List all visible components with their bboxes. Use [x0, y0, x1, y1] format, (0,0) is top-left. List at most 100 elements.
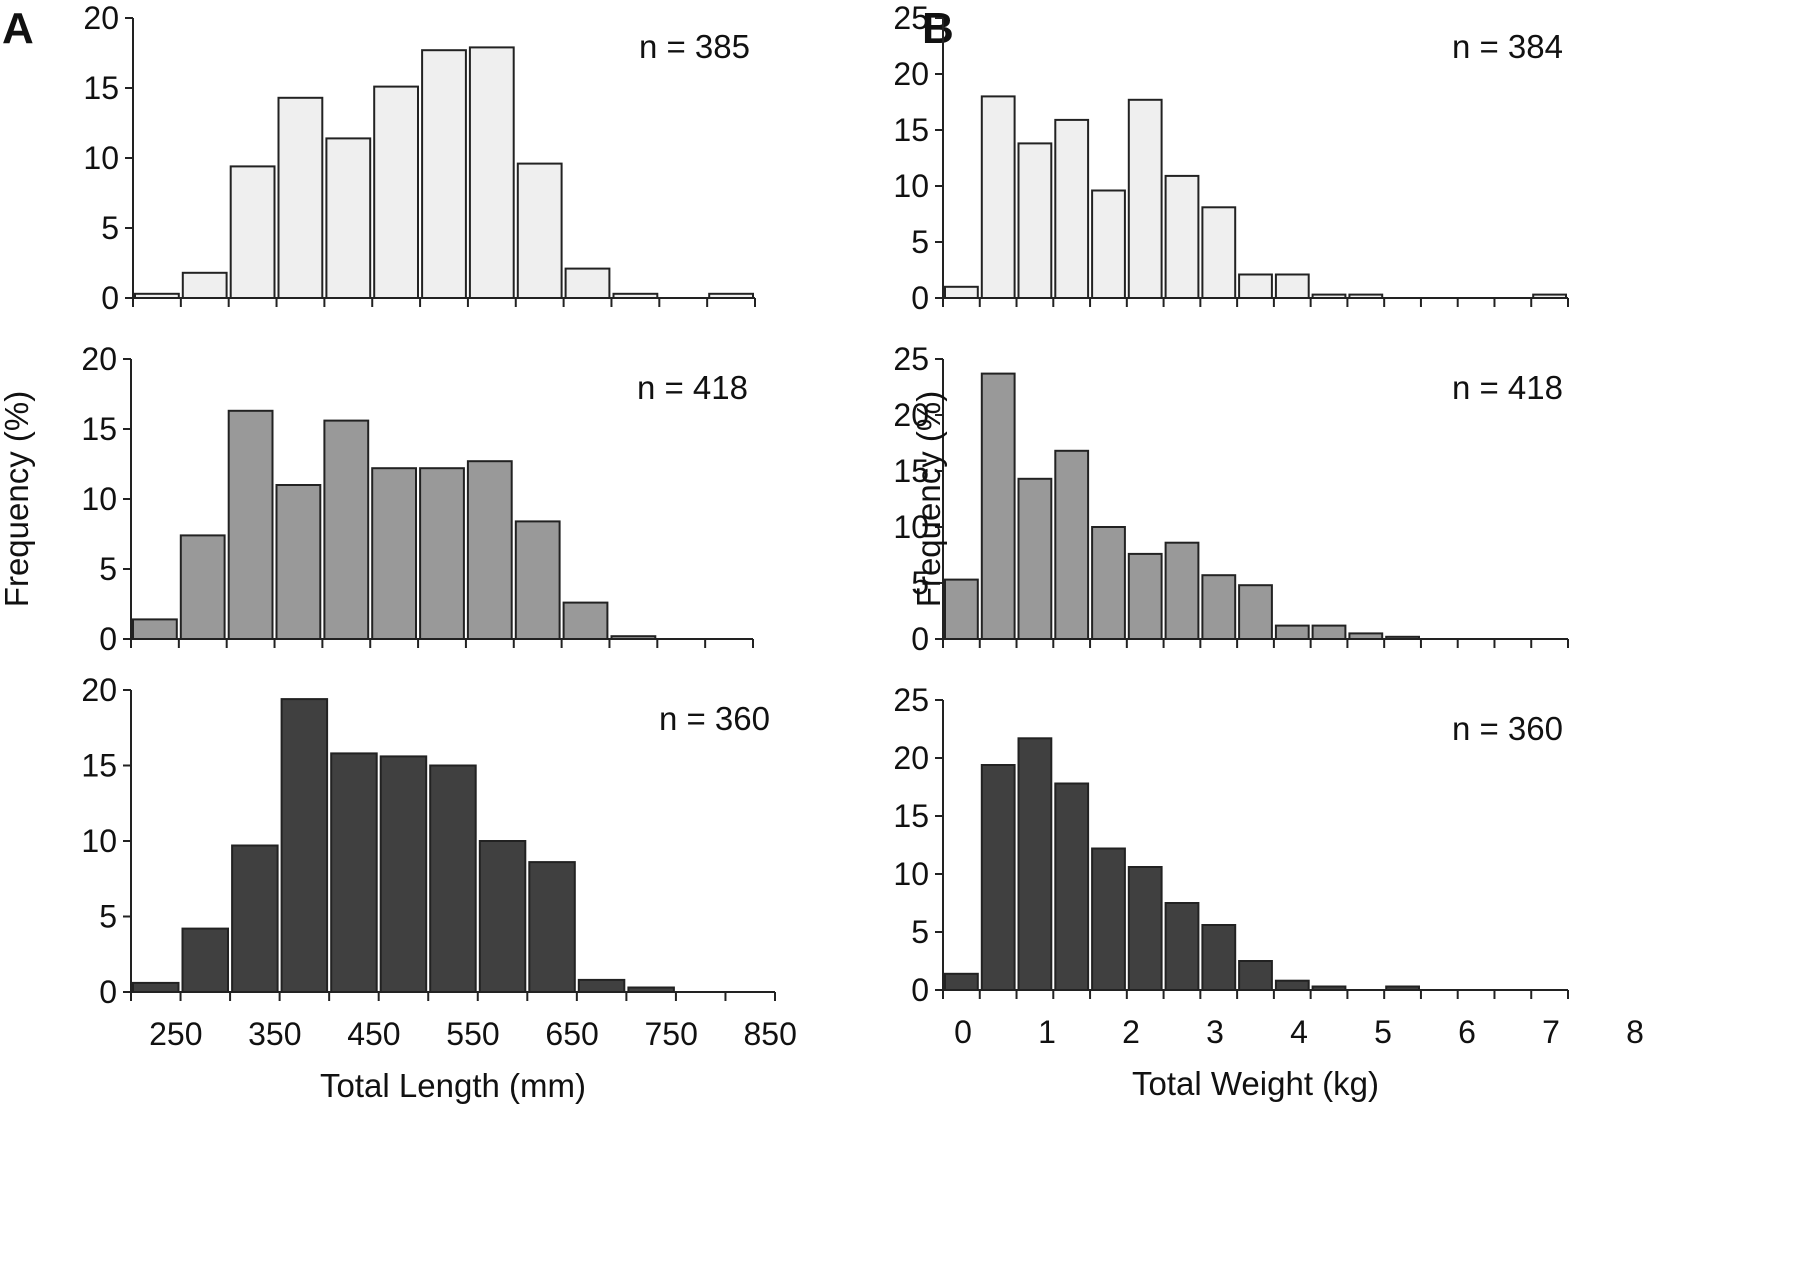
chart-4-y-tick-label-0: 0: [911, 621, 929, 657]
chart-2-x-tick-label-1: 350: [248, 1016, 301, 1052]
chart-4-y-tick-label-4: 20: [893, 397, 929, 433]
chart-4-n-label: n = 418: [1452, 369, 1563, 406]
chart-0-bar-8: [516, 162, 563, 299]
chart-1-y-tick-label-0: 0: [99, 621, 117, 657]
chart-4-y-tick-label-2: 10: [893, 509, 929, 545]
chart-2-bar-3: [280, 698, 329, 993]
chart-0-bar-7: [468, 46, 515, 300]
chart-5-x-tick-label-1: 1: [1038, 1014, 1056, 1050]
chart-1-bar-8: [514, 520, 561, 641]
chart-4-y-tick-label-5: 25: [893, 341, 929, 377]
chart-2-y-tick-label-3: 15: [81, 748, 117, 784]
chart-3-bar-2: [1017, 142, 1053, 299]
chart-4-bar-8: [1238, 584, 1273, 641]
chart-0-y-tick-label-3: 15: [83, 70, 119, 106]
chart-1-bar-6: [419, 467, 465, 641]
chart-3-y-tick-label-1: 5: [911, 224, 929, 260]
chart-4-bar-3: [1054, 449, 1090, 640]
chart-5-x-tick-label-2: 2: [1122, 1014, 1140, 1050]
chart-3-bar-5: [1127, 98, 1163, 299]
chart-5-y-tick-label-0: 0: [911, 972, 929, 1008]
chart-5-bar-5: [1127, 866, 1163, 991]
chart-0-bar-2: [229, 165, 276, 299]
chart-1-bar-7: [466, 460, 513, 641]
chart-1-bar-5: [371, 467, 418, 641]
chart-2-bar-1: [181, 927, 229, 993]
chart-1-y-axis-title: Frequency (%): [0, 391, 35, 607]
chart-2-n-label: n = 360: [659, 700, 770, 737]
chart-5-y-tick-label-3: 15: [893, 798, 929, 834]
chart-3-bar-8: [1238, 273, 1273, 299]
chart-0-bar-9: [564, 267, 611, 300]
chart-2-bar-8: [528, 861, 576, 993]
chart-3-bar-1: [980, 95, 1016, 300]
chart-2-bar-6: [429, 764, 477, 993]
chart-4-bar-6: [1164, 541, 1200, 641]
chart-5-n-label: n = 360: [1452, 710, 1563, 747]
chart-4-y-tick-label-1: 5: [911, 565, 929, 601]
chart-2-x-tick-label-6: 850: [744, 1016, 797, 1052]
chart-0-y-tick-label-2: 10: [83, 140, 119, 176]
chart-4-bar-10: [1311, 624, 1347, 640]
chart-2-bar-9: [577, 978, 626, 994]
chart-2-x-tick-label-4: 650: [545, 1016, 598, 1052]
chart-4-bar-7: [1201, 574, 1237, 641]
chart-2-bar-0: [132, 981, 180, 994]
chart-2-y-tick-label-0: 0: [99, 974, 117, 1010]
chart-1-bar-1: [179, 534, 226, 641]
chart-2-bar-2: [231, 844, 279, 993]
chart-5-bar-8: [1238, 960, 1273, 991]
chart-5-x-tick-label-6: 6: [1458, 1014, 1476, 1050]
chart-2-x-tick-label-2: 450: [347, 1016, 400, 1052]
chart-0-y-tick-label-0: 0: [101, 280, 119, 316]
chart-2-x-tick-label-5: 750: [645, 1016, 698, 1052]
chart-4-bar-9: [1274, 624, 1310, 640]
chart-5-bar-3: [1054, 782, 1090, 991]
chart-2-x-tick-label-0: 250: [149, 1016, 202, 1052]
chart-3-bar-6: [1164, 174, 1200, 299]
chart-3-y-tick-label-2: 10: [893, 168, 929, 204]
chart-0-bar-5: [373, 85, 420, 299]
chart-2-y-tick-label-2: 10: [81, 823, 117, 859]
chart-5-y-tick-label-5: 25: [893, 682, 929, 718]
chart-5-bar-6: [1164, 902, 1200, 991]
chart-1-y-tick-label-4: 20: [81, 341, 117, 377]
chart-1-bar-3: [275, 484, 322, 640]
chart-5-y-tick-label-4: 20: [893, 740, 929, 776]
chart-3-y-tick-label-5: 25: [893, 0, 929, 36]
chart-5-x-axis-title: Total Weight (kg): [1132, 1065, 1379, 1102]
panel-label-a: A: [2, 4, 34, 53]
chart-0-y-tick-label-4: 20: [83, 0, 119, 36]
chart-3-y-tick-label-4: 20: [893, 56, 929, 92]
chart-0-bar-6: [421, 49, 467, 300]
chart-2-bar-7: [478, 840, 527, 993]
chart-1-n-label: n = 418: [637, 369, 748, 406]
chart-5-bar-9: [1274, 979, 1310, 992]
chart-5-bar-0: [944, 972, 979, 991]
chart-2-bar-5: [379, 755, 428, 994]
chart-4-bar-0: [944, 578, 979, 640]
chart-3-bar-7: [1201, 206, 1237, 299]
chart-1-y-tick-label-3: 15: [81, 411, 117, 447]
chart-5-bar-7: [1201, 924, 1237, 991]
chart-2-bar-4: [330, 752, 378, 994]
chart-3-bar-3: [1054, 118, 1090, 300]
chart-5-y-tick-label-2: 10: [893, 856, 929, 892]
chart-5-y-tick-label-1: 5: [911, 914, 929, 950]
chart-5-x-tick-label-5: 5: [1374, 1014, 1392, 1050]
panel-label-b: B: [922, 4, 954, 53]
chart-1-bar-0: [132, 618, 178, 641]
chart-5-bar-4: [1091, 847, 1126, 991]
chart-4-bar-2: [1017, 477, 1053, 640]
chart-3-y-tick-label-3: 15: [893, 112, 929, 148]
chart-4-bar-5: [1127, 552, 1163, 641]
chart-1-bar-2: [227, 409, 274, 640]
chart-5-x-tick-label-7: 7: [1542, 1014, 1560, 1050]
chart-3-n-label: n = 384: [1452, 28, 1563, 65]
chart-5-x-tick-label-0: 0: [954, 1014, 972, 1050]
chart-5-bar-1: [980, 764, 1016, 991]
chart-3-bar-9: [1274, 273, 1310, 299]
chart-5-x-tick-label-3: 3: [1206, 1014, 1224, 1050]
chart-3-bar-0: [944, 285, 979, 299]
